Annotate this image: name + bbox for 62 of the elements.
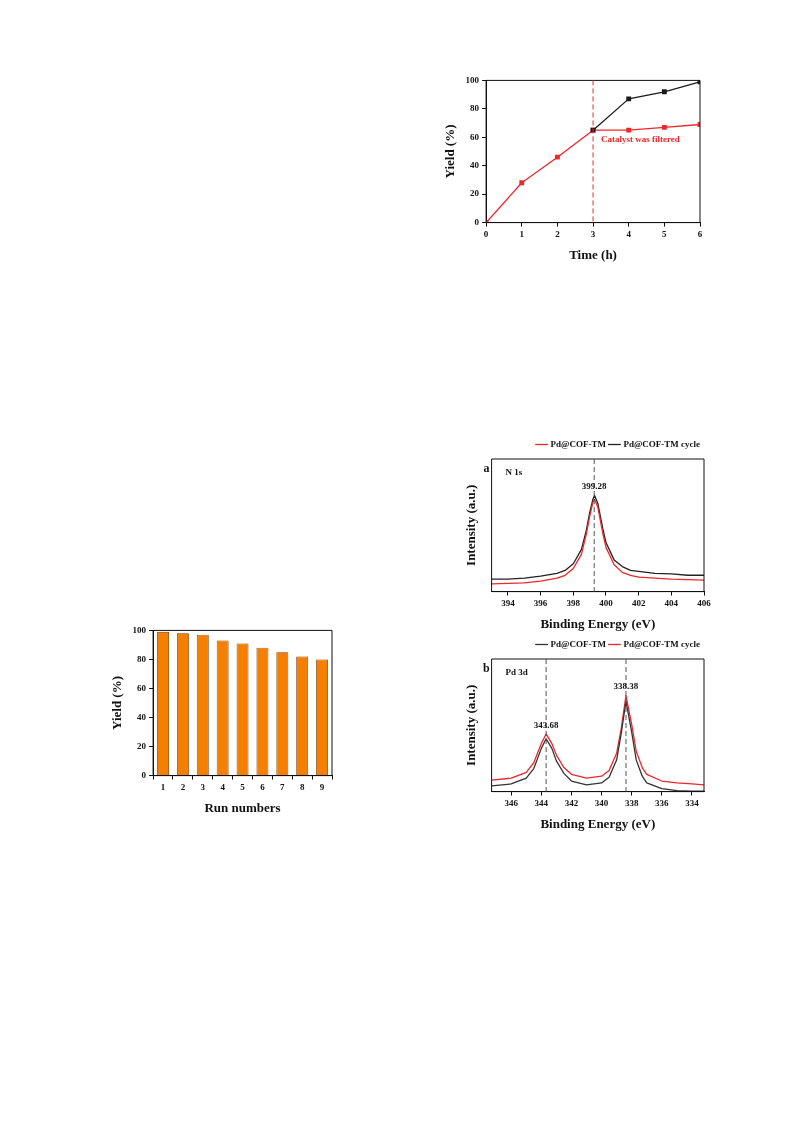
x-tick-label: 404: [664, 598, 679, 609]
y-tick-label: 40: [137, 711, 147, 722]
legend-label: Pd@COF-TM: [550, 638, 607, 649]
y-tick-label: 80: [137, 653, 147, 664]
x-tick-label: 7: [280, 782, 286, 793]
x-tick-label: 338: [624, 798, 639, 809]
x-tick-label: 2: [180, 782, 186, 793]
x-tick-label: 1: [519, 229, 525, 240]
annotation: 338.38: [613, 681, 639, 692]
x-tick-label: 334: [685, 798, 700, 809]
annotation: 399.28: [581, 481, 608, 492]
x-tick-label: 2: [555, 229, 561, 240]
y-tick-label: 60: [137, 682, 147, 693]
x-tick-label: 400: [599, 598, 614, 609]
legend-label: Pd@COF-TM: [550, 438, 607, 449]
y-tick-label: 60: [470, 131, 480, 142]
text: Pd 3d: [505, 666, 528, 677]
y-tick-label: 20: [470, 188, 480, 199]
x-tick-label: 406: [697, 598, 712, 609]
annotation: 343.68: [533, 719, 560, 730]
y-tick-label: 40: [470, 160, 480, 171]
y-tick-label: 100: [132, 624, 147, 635]
y-axis-title: Intensity (a.u.): [463, 684, 479, 766]
x-tick-label: 4: [626, 229, 632, 240]
x-tick-label: 9: [319, 782, 325, 793]
y-axis-title: Yield (%): [109, 675, 125, 731]
text: b: [482, 661, 490, 676]
text: N 1s: [505, 466, 523, 477]
y-axis-title: Yield (%): [442, 124, 458, 179]
x-tick-label: 344: [534, 798, 549, 809]
legend-label: Pd@COF-TM cycle: [623, 638, 701, 649]
y-tick-label: 100: [465, 74, 480, 85]
legend-label: Pd@COF-TM cycle: [623, 438, 701, 449]
x-tick-label: 5: [240, 782, 246, 793]
x-tick-label: 342: [564, 798, 579, 809]
x-axis-title: Run numbers: [204, 799, 281, 815]
x-tick-label: 346: [504, 798, 519, 809]
x-axis-title: Binding Energy (eV): [540, 615, 656, 631]
y-tick-label: 0: [141, 769, 147, 780]
x-tick-label: 3: [590, 229, 596, 240]
x-tick-label: 336: [655, 798, 670, 809]
ref-line-label: Catalyst was filtered: [601, 134, 680, 145]
x-tick-label: 398: [566, 598, 581, 609]
x-tick-label: 340: [594, 798, 609, 809]
x-tick-label: 0: [483, 229, 489, 240]
text: a: [483, 461, 490, 476]
x-tick-label: 1: [160, 782, 166, 793]
x-tick-label: 402: [631, 598, 646, 609]
x-tick-label: 3: [200, 782, 206, 793]
y-tick-label: 80: [470, 103, 480, 114]
y-tick-label: 20: [137, 740, 147, 751]
x-tick-label: 5: [662, 229, 668, 240]
x-tick-label: 394: [501, 598, 516, 609]
x-axis-title: Time (h): [569, 246, 617, 262]
x-tick-label: 396: [533, 598, 548, 609]
x-tick-label: 8: [299, 782, 305, 793]
x-tick-label: 6: [260, 782, 266, 793]
y-tick-label: 0: [474, 216, 480, 227]
x-tick-label: 4: [220, 782, 226, 793]
x-axis-title: Binding Energy (eV): [540, 815, 656, 831]
x-tick-label: 6: [697, 229, 703, 240]
y-axis-title: Intensity (a.u.): [463, 484, 479, 566]
